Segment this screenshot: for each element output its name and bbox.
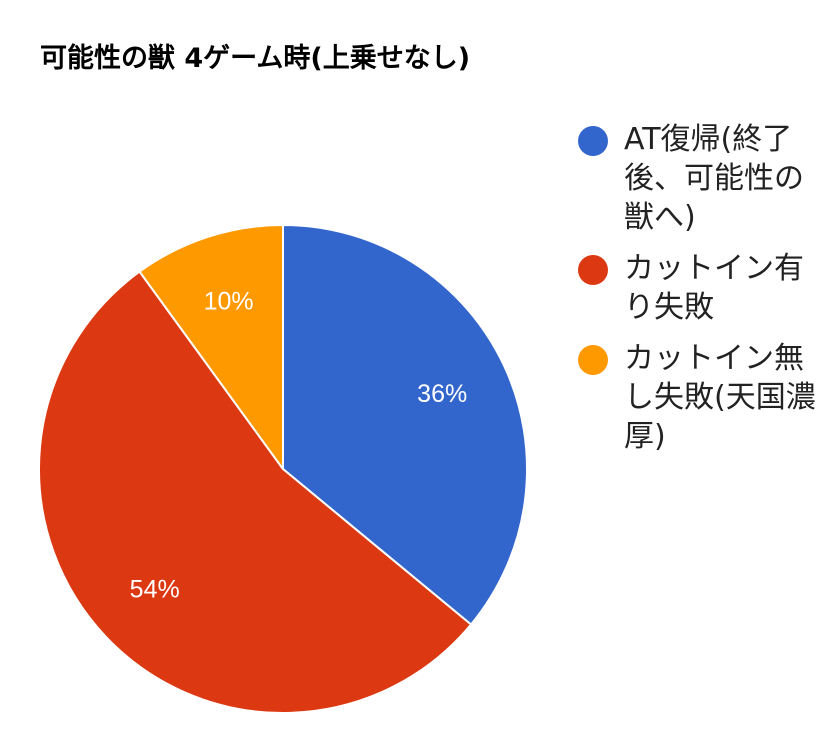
chart-title: 可能性の獣 4ゲーム時(上乗せなし): [40, 43, 471, 74]
legend-swatch-no-cutin-fail: [578, 345, 608, 375]
legend-label-no-cutin-fail: カットイン無し失敗(天国濃厚): [624, 341, 816, 454]
pie-slice-at-return: [282, 224, 528, 626]
legend-label-cutin-fail: カットイン有り失敗: [624, 251, 804, 325]
pie-slice-cutin-fail: [38, 270, 473, 714]
pie-label-at-return: 36%: [417, 380, 467, 408]
legend-item-at-return: AT復帰(終了後、可能性の獣へ): [578, 120, 822, 237]
chart-legend: AT復帰(終了後、可能性の獣へ) カットイン有り失敗 カットイン無し失敗(天国濃…: [578, 120, 822, 468]
legend-swatch-at-return: [578, 126, 608, 156]
legend-label-at-return: AT復帰(終了後、可能性の獣へ): [624, 122, 804, 235]
pie-slice-no-cutin-fail: [138, 224, 284, 470]
pie-label-cutin-fail: 54%: [130, 576, 180, 604]
legend-item-cutin-fail: カットイン有り失敗: [578, 249, 822, 327]
pie-label-no-cutin-fail: 10%: [204, 288, 254, 316]
legend-item-no-cutin-fail: カットイン無し失敗(天国濃厚): [578, 339, 822, 456]
legend-swatch-cutin-fail: [578, 255, 608, 285]
